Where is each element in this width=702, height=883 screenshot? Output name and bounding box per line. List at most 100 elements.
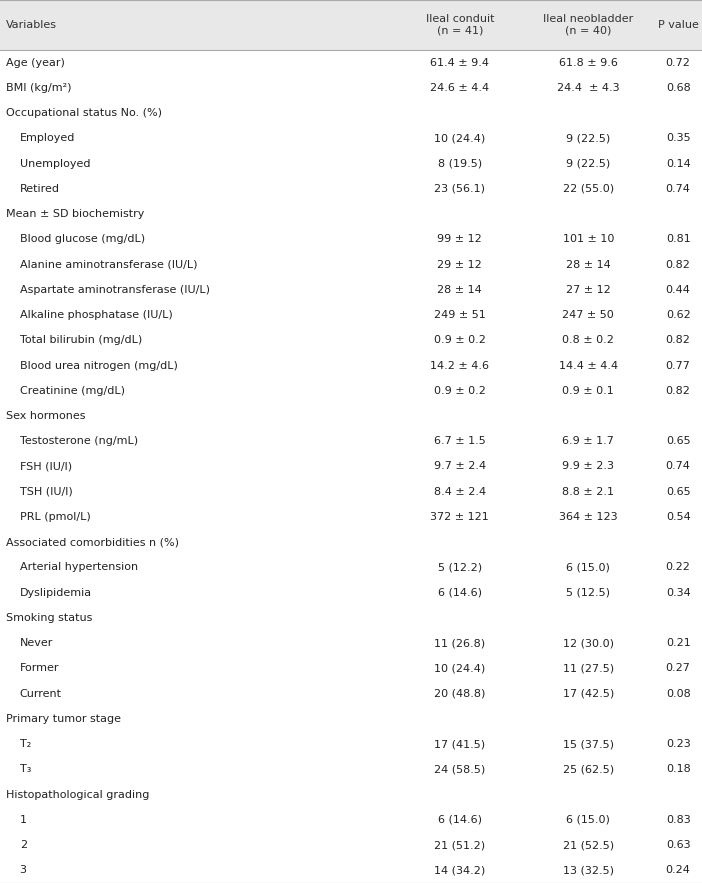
Text: 24.4  ± 4.3: 24.4 ± 4.3 xyxy=(557,83,620,93)
Text: 0.21: 0.21 xyxy=(665,638,691,648)
Text: 23 (56.1): 23 (56.1) xyxy=(435,184,485,194)
Text: 9 (22.5): 9 (22.5) xyxy=(566,133,611,143)
Text: Ileal neobladder
(n = 40): Ileal neobladder (n = 40) xyxy=(543,14,633,36)
Text: T₂: T₂ xyxy=(20,739,31,749)
Bar xyxy=(0,227,702,252)
Text: 9 (22.5): 9 (22.5) xyxy=(566,159,611,169)
Text: Smoking status: Smoking status xyxy=(6,613,92,623)
Text: Creatinine (mg/dL): Creatinine (mg/dL) xyxy=(20,386,125,396)
Text: BMI (kg/m²): BMI (kg/m²) xyxy=(6,83,71,93)
Text: 101 ± 10: 101 ± 10 xyxy=(562,234,614,245)
Text: Blood glucose (mg/dL): Blood glucose (mg/dL) xyxy=(20,234,145,245)
Bar xyxy=(0,656,702,681)
Bar xyxy=(0,706,702,731)
Bar xyxy=(0,504,702,530)
Text: 21 (51.2): 21 (51.2) xyxy=(435,840,485,850)
Bar xyxy=(0,125,702,151)
Text: 8.4 ± 2.4: 8.4 ± 2.4 xyxy=(434,487,486,497)
Text: 2: 2 xyxy=(20,840,27,850)
Bar xyxy=(0,404,702,428)
Text: 5 (12.2): 5 (12.2) xyxy=(438,562,482,572)
Text: 249 ± 51: 249 ± 51 xyxy=(434,310,486,320)
Text: Histopathological grading: Histopathological grading xyxy=(6,789,149,800)
Bar xyxy=(0,580,702,606)
Text: 24.6 ± 4.4: 24.6 ± 4.4 xyxy=(430,83,489,93)
Text: 247 ± 50: 247 ± 50 xyxy=(562,310,614,320)
Text: 25 (62.5): 25 (62.5) xyxy=(563,765,614,774)
Text: 364 ± 123: 364 ± 123 xyxy=(559,512,618,522)
Text: Mean ± SD biochemistry: Mean ± SD biochemistry xyxy=(6,209,144,219)
Text: 21 (52.5): 21 (52.5) xyxy=(563,840,614,850)
Text: 0.27: 0.27 xyxy=(665,663,691,674)
Text: 29 ± 12: 29 ± 12 xyxy=(437,260,482,269)
Bar xyxy=(0,479,702,504)
Text: Testosterone (ng/mL): Testosterone (ng/mL) xyxy=(20,436,138,446)
Text: 9.9 ± 2.3: 9.9 ± 2.3 xyxy=(562,462,614,472)
Text: P value: P value xyxy=(658,20,698,30)
Text: 15 (37.5): 15 (37.5) xyxy=(563,739,614,749)
Text: 6.7 ± 1.5: 6.7 ± 1.5 xyxy=(434,436,486,446)
Bar xyxy=(0,807,702,833)
Bar xyxy=(0,252,702,277)
Text: 17 (42.5): 17 (42.5) xyxy=(562,689,614,698)
Bar xyxy=(0,277,702,302)
Text: 0.08: 0.08 xyxy=(665,689,691,698)
Text: 11 (26.8): 11 (26.8) xyxy=(435,638,485,648)
Text: 17 (41.5): 17 (41.5) xyxy=(435,739,485,749)
Text: 0.82: 0.82 xyxy=(665,260,691,269)
Text: 0.54: 0.54 xyxy=(665,512,691,522)
Text: Alkaline phosphatase (IU/L): Alkaline phosphatase (IU/L) xyxy=(20,310,173,320)
Text: 0.9 ± 0.2: 0.9 ± 0.2 xyxy=(434,386,486,396)
Text: 8.8 ± 2.1: 8.8 ± 2.1 xyxy=(562,487,614,497)
Text: 6 (15.0): 6 (15.0) xyxy=(567,815,610,825)
Text: 372 ± 121: 372 ± 121 xyxy=(430,512,489,522)
Text: 0.22: 0.22 xyxy=(665,562,691,572)
Text: Never: Never xyxy=(20,638,53,648)
Bar xyxy=(0,606,702,630)
Text: 27 ± 12: 27 ± 12 xyxy=(566,285,611,295)
Text: Former: Former xyxy=(20,663,59,674)
Text: 0.65: 0.65 xyxy=(665,487,691,497)
Text: Blood urea nitrogen (mg/dL): Blood urea nitrogen (mg/dL) xyxy=(20,360,178,371)
Bar xyxy=(0,428,702,454)
Text: 20 (48.8): 20 (48.8) xyxy=(434,689,486,698)
Bar xyxy=(0,302,702,328)
Text: 14.2 ± 4.6: 14.2 ± 4.6 xyxy=(430,360,489,371)
Bar xyxy=(0,630,702,656)
Text: 0.81: 0.81 xyxy=(665,234,691,245)
Text: Dyslipidemia: Dyslipidemia xyxy=(20,588,92,598)
Text: 0.74: 0.74 xyxy=(665,462,691,472)
Bar xyxy=(0,378,702,404)
Bar xyxy=(0,454,702,479)
Text: 0.14: 0.14 xyxy=(665,159,691,169)
Text: Sex hormones: Sex hormones xyxy=(6,411,85,421)
Text: 61.4 ± 9.4: 61.4 ± 9.4 xyxy=(430,57,489,68)
Text: 0.8 ± 0.2: 0.8 ± 0.2 xyxy=(562,336,614,345)
Text: 0.83: 0.83 xyxy=(665,815,691,825)
Text: 22 (55.0): 22 (55.0) xyxy=(563,184,614,194)
Text: 0.18: 0.18 xyxy=(665,765,691,774)
Text: 0.82: 0.82 xyxy=(665,386,691,396)
Bar xyxy=(0,353,702,378)
Text: 10 (24.4): 10 (24.4) xyxy=(434,663,486,674)
Text: 0.62: 0.62 xyxy=(665,310,691,320)
Text: 0.77: 0.77 xyxy=(665,360,691,371)
Text: Total bilirubin (mg/dL): Total bilirubin (mg/dL) xyxy=(20,336,142,345)
Bar xyxy=(0,731,702,757)
Bar xyxy=(0,177,702,201)
Text: 0.24: 0.24 xyxy=(665,865,691,875)
Text: 10 (24.4): 10 (24.4) xyxy=(434,133,486,143)
Text: 28 ± 14: 28 ± 14 xyxy=(566,260,611,269)
Text: 0.65: 0.65 xyxy=(665,436,691,446)
Bar xyxy=(0,757,702,782)
Bar xyxy=(0,530,702,555)
Text: 14 (34.2): 14 (34.2) xyxy=(434,865,486,875)
Text: 6 (15.0): 6 (15.0) xyxy=(567,562,610,572)
Text: 6 (14.6): 6 (14.6) xyxy=(438,588,482,598)
Bar xyxy=(0,782,702,807)
Text: 99 ± 12: 99 ± 12 xyxy=(437,234,482,245)
Text: 12 (30.0): 12 (30.0) xyxy=(563,638,614,648)
Text: 28 ± 14: 28 ± 14 xyxy=(437,285,482,295)
Text: Ileal conduit
(n = 41): Ileal conduit (n = 41) xyxy=(425,14,494,36)
Text: T₃: T₃ xyxy=(20,765,31,774)
